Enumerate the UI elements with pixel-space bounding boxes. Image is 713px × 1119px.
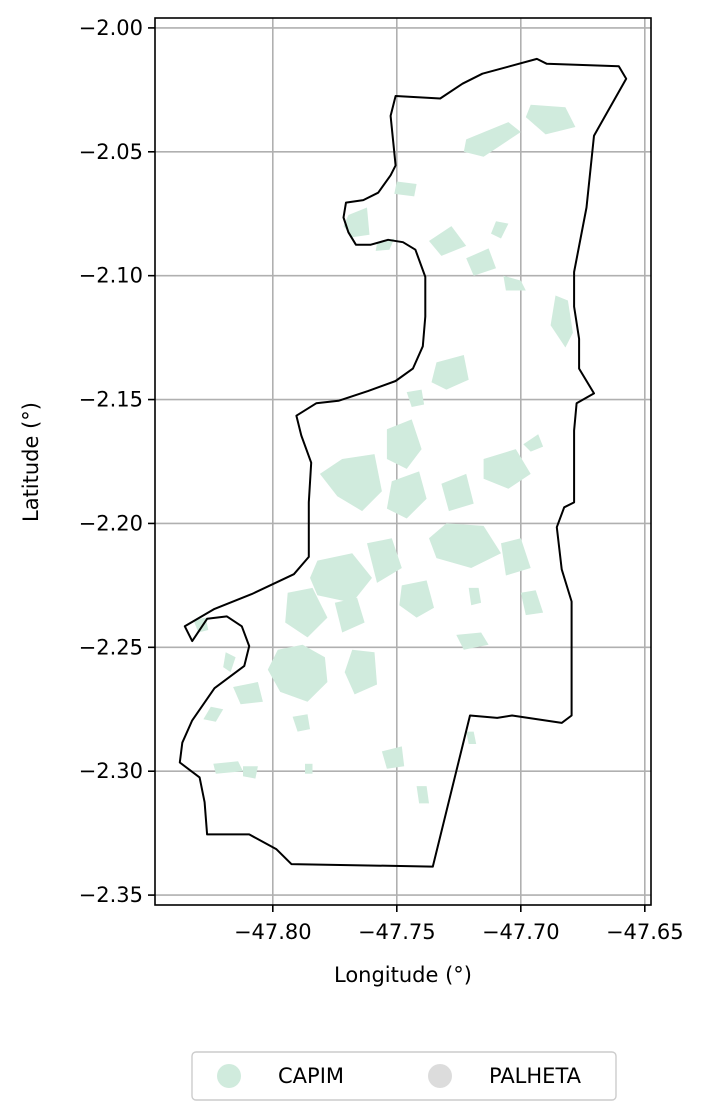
capim-patch [406,389,425,407]
x-axis-ticks: −47.80 −47.75 −47.70 −47.65 [234,905,684,944]
capim-patch [501,538,531,576]
legend-frame [191,1051,617,1101]
y-tick-label: −2.05 [79,140,143,164]
capim-patch [503,275,526,291]
x-tick-label: −47.80 [234,920,312,944]
capim-patch [441,473,474,512]
y-tick-label: −2.30 [79,759,143,783]
y-tick-label: −2.35 [79,883,143,907]
x-tick-label: −47.70 [482,920,560,944]
capim-patch [375,238,395,251]
capim-patch [292,714,310,732]
capim-patch [429,523,501,568]
capim-patch [416,786,429,804]
x-tick-label: −47.65 [606,920,684,944]
capim-patch [431,355,469,390]
y-tick-label: −2.15 [79,388,143,412]
capim-patch [305,763,313,774]
capim-patch [468,587,482,606]
capim-patch [523,434,544,452]
capim-patch [310,553,372,603]
capim-patch [343,207,370,238]
capim-patches [193,104,576,804]
capim-patch [386,471,427,519]
x-axis-label: Longitude (°) [334,963,472,987]
plot-frame [154,17,652,906]
capim-patch [466,248,496,276]
capim-patch [429,226,467,256]
legend-marker-palheta [428,1064,452,1088]
capim-patch [520,590,544,616]
capim-patch [466,731,477,744]
legend-label-palheta: PALHETA [489,1064,582,1088]
y-tick-label: −2.25 [79,635,143,659]
capim-patch [399,580,434,618]
capim-patch [381,746,405,769]
municipality-boundary [178,57,628,868]
x-tick-label: −47.75 [358,920,436,944]
y-tick-label: −2.00 [79,16,143,40]
capim-patch [334,597,365,633]
capim-patch [243,766,258,779]
capim-patch [386,419,422,469]
capim-patch [394,181,417,197]
y-axis-ticks: −2.00 −2.05 −2.10 −2.15 −2.20 −2.25 −2.30 −2.35 [79,16,155,907]
boundary-outline [178,57,628,868]
capim-patch [550,295,573,348]
capim-patch [367,538,402,583]
capim-patch [267,644,328,702]
capim-patch [463,122,521,157]
legend: CAPIM PALHETA [191,1051,617,1101]
capim-patch [491,221,509,239]
legend-marker-capim [217,1064,241,1088]
capim-patch [233,682,263,705]
capim-patch [525,104,576,135]
legend-label-capim: CAPIM [278,1064,344,1088]
capim-patch [344,649,377,695]
y-tick-label: −2.10 [79,264,143,288]
capim-patch [483,449,531,489]
capim-patch [319,454,382,512]
capim-patch [203,706,224,722]
y-tick-label: −2.20 [79,511,143,535]
capim-patch [456,632,489,650]
capim-patch [223,652,236,673]
capim-patch [213,761,243,774]
y-axis-label: Latitude (°) [19,402,43,522]
capim-patch [285,587,328,638]
